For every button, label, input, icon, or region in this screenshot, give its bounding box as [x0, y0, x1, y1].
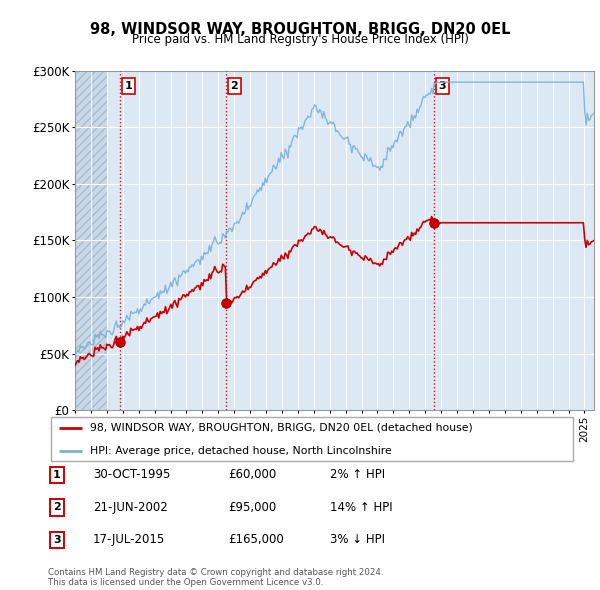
Text: 2: 2: [230, 81, 238, 91]
Text: £95,000: £95,000: [228, 501, 276, 514]
Text: 1: 1: [53, 470, 61, 480]
Text: 21-JUN-2002: 21-JUN-2002: [93, 501, 168, 514]
Text: 98, WINDSOR WAY, BROUGHTON, BRIGG, DN20 0EL (detached house): 98, WINDSOR WAY, BROUGHTON, BRIGG, DN20 …: [90, 423, 473, 433]
Text: 14% ↑ HPI: 14% ↑ HPI: [330, 501, 392, 514]
Text: 17-JUL-2015: 17-JUL-2015: [93, 533, 165, 546]
Text: HPI: Average price, detached house, North Lincolnshire: HPI: Average price, detached house, Nort…: [90, 446, 392, 456]
Text: Price paid vs. HM Land Registry's House Price Index (HPI): Price paid vs. HM Land Registry's House …: [131, 33, 469, 46]
Text: £165,000: £165,000: [228, 533, 284, 546]
Text: 2% ↑ HPI: 2% ↑ HPI: [330, 468, 385, 481]
Bar: [75, 71, 107, 410]
Text: 2: 2: [53, 503, 61, 512]
Text: 98, WINDSOR WAY, BROUGHTON, BRIGG, DN20 0EL: 98, WINDSOR WAY, BROUGHTON, BRIGG, DN20 …: [90, 22, 510, 37]
Text: 3% ↓ HPI: 3% ↓ HPI: [330, 533, 385, 546]
Text: 30-OCT-1995: 30-OCT-1995: [93, 468, 170, 481]
Text: 3: 3: [439, 81, 446, 91]
Text: Contains HM Land Registry data © Crown copyright and database right 2024.
This d: Contains HM Land Registry data © Crown c…: [48, 568, 383, 587]
FancyBboxPatch shape: [50, 417, 574, 461]
Text: 3: 3: [53, 535, 61, 545]
Text: £60,000: £60,000: [228, 468, 276, 481]
Text: 1: 1: [125, 81, 133, 91]
